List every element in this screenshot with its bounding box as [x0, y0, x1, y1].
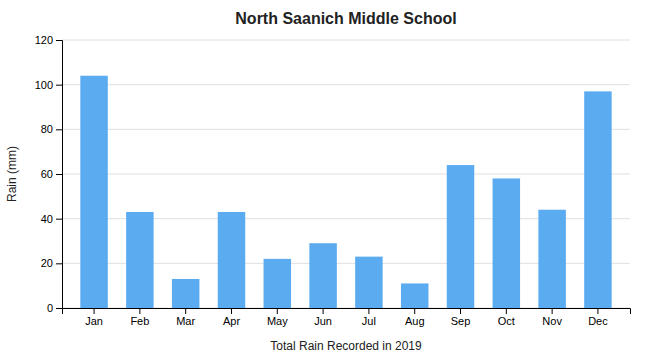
tick-mark: [56, 263, 62, 264]
axis-line: [56, 41, 63, 309]
marks: [80, 76, 611, 308]
tick-mark: [56, 174, 62, 175]
tick-label: Nov: [542, 315, 562, 327]
bar: [447, 165, 474, 308]
tick-label: Jul: [362, 315, 376, 327]
tick-label: Jun: [314, 315, 332, 327]
x-tick: Aug: [405, 308, 425, 327]
grid-line: [62, 174, 630, 175]
tick-label: Dec: [588, 315, 608, 327]
tick-label: Mar: [176, 315, 195, 327]
grid: [62, 40, 630, 308]
grid-line: [62, 129, 630, 130]
x-tick: Jan: [85, 308, 103, 327]
tick-label: Oct: [498, 315, 515, 327]
tick-mark: [185, 308, 186, 314]
tick-mark: [231, 308, 232, 314]
tick-mark: [56, 219, 62, 220]
x-tick: May: [267, 308, 288, 327]
axis-line: [63, 309, 631, 315]
bar: [80, 76, 107, 308]
x-tick: Nov: [542, 308, 562, 327]
tick-label: 0: [47, 302, 53, 314]
x-tick: Dec: [588, 308, 608, 327]
tick-mark: [414, 308, 415, 314]
x-tick: Jul: [362, 308, 376, 327]
tick-mark: [56, 308, 62, 309]
y-tick: 60: [41, 168, 62, 180]
x-tick: Mar: [176, 308, 195, 327]
tick-mark: [139, 308, 140, 314]
tick-label: Sep: [451, 315, 471, 327]
grid-line: [62, 40, 630, 41]
tick-mark: [597, 308, 598, 314]
tick-mark: [56, 129, 62, 130]
tick-mark: [277, 308, 278, 314]
tick-mark: [552, 308, 553, 314]
bar: [538, 210, 565, 308]
tick-mark: [94, 308, 95, 314]
title: North Saanich Middle School: [235, 10, 456, 27]
tick-mark: [368, 308, 369, 314]
y-label: Rain (mm): [5, 146, 19, 202]
tick-label: 20: [41, 257, 53, 269]
tick-label: Aug: [405, 315, 425, 327]
tick-label: 40: [41, 213, 53, 225]
tick-label: Feb: [130, 315, 149, 327]
x-tick: Oct: [498, 308, 515, 327]
y-tick: 20: [41, 257, 62, 269]
tick-label: 60: [41, 168, 53, 180]
tick-mark: [56, 40, 62, 41]
bar: [493, 178, 520, 308]
tick-label: 120: [35, 34, 53, 46]
plot: Jan Feb Mar Apr May Jun Jul Aug Sep Oct Nov Dec 0 20 4…: [35, 34, 631, 327]
y-tick: 100: [35, 79, 62, 91]
tick-label: 80: [41, 123, 53, 135]
tick-label: Jan: [85, 315, 103, 327]
x-axis: Jan Feb Mar Apr May Jun Jul Aug Sep Oct Nov Dec: [63, 308, 631, 327]
bar: [309, 243, 336, 308]
bar: [401, 283, 428, 308]
tick-mark: [323, 308, 324, 314]
bar: [218, 212, 245, 308]
chart: Jan Feb Mar Apr May Jun Jul Aug Sep Oct Nov Dec 0 20 4…: [0, 0, 650, 360]
bar: [264, 259, 291, 308]
bar: [172, 279, 199, 308]
y-tick: 0: [47, 302, 62, 314]
bar: [355, 257, 382, 308]
tick-mark: [460, 308, 461, 314]
grid-line: [62, 84, 630, 85]
tick-label: 100: [35, 79, 53, 91]
x-tick: Jun: [314, 308, 332, 327]
x-tick: Apr: [223, 308, 240, 327]
x-tick: Feb: [130, 308, 149, 327]
y-axis: 0 20 40 60 80 100 120: [35, 34, 63, 314]
y-tick: 40: [41, 213, 62, 225]
y-tick: 80: [41, 123, 62, 135]
x-label: Total Rain Recorded in 2019: [270, 339, 422, 353]
x-tick: Sep: [451, 308, 471, 327]
y-tick: 120: [35, 34, 62, 46]
tick-mark: [56, 85, 62, 86]
tick-label: May: [267, 315, 288, 327]
bar: [584, 91, 611, 308]
tick-mark: [506, 308, 507, 314]
tick-label: Apr: [223, 315, 240, 327]
bar: [126, 212, 153, 308]
